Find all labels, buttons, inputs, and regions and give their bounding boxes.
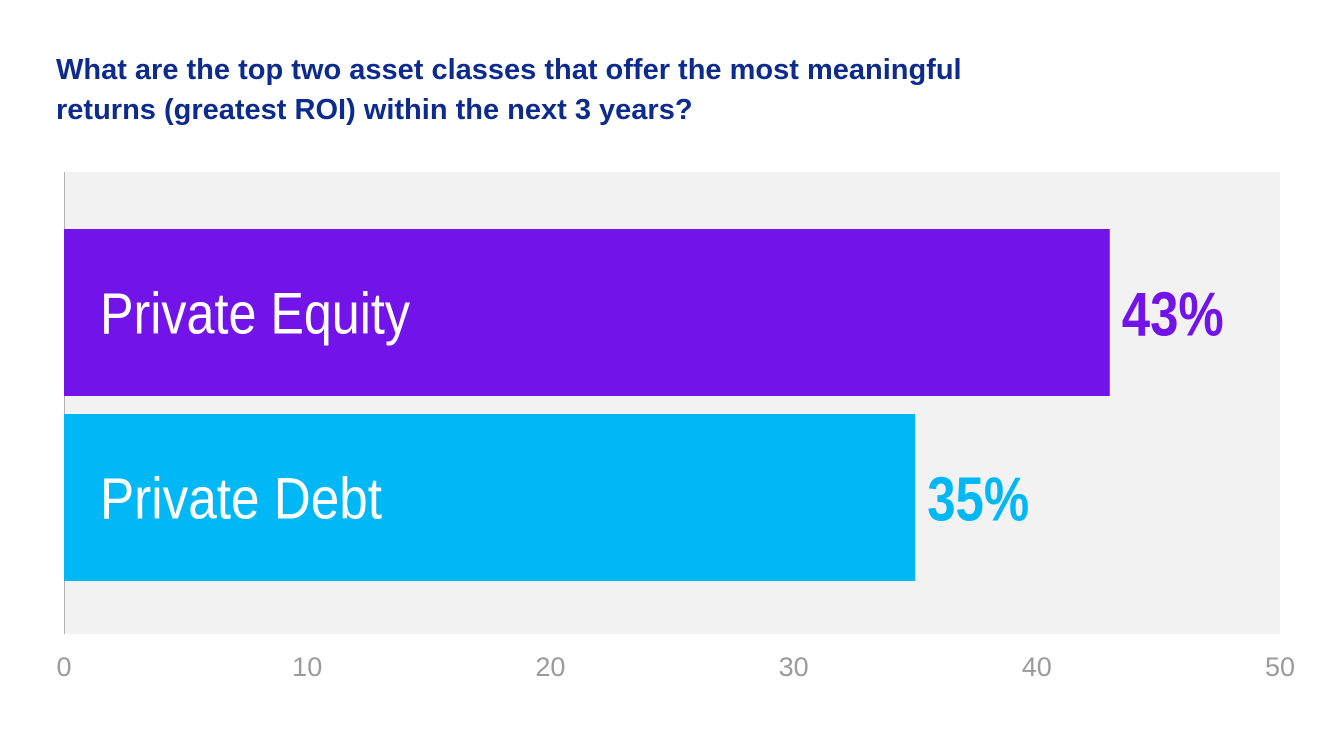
bars-group: Private Equity 43% Private Debt 35% [64, 229, 1224, 581]
x-tick-label-30: 30 [779, 652, 809, 682]
x-tick-label-40: 40 [1022, 652, 1052, 682]
x-tick-label-10: 10 [292, 652, 322, 682]
x-tick-label-50: 50 [1265, 652, 1295, 682]
bar-label-private-debt: Private Debt [100, 467, 382, 532]
bar-private-debt [64, 414, 916, 581]
chart-title-line-1: What are the top two asset classes that … [56, 54, 962, 86]
chart-title: What are the top two asset classes that … [56, 50, 1256, 130]
x-axis-ticks: 0 10 20 30 40 50 [56, 652, 1295, 682]
x-tick-label-20: 20 [535, 652, 565, 682]
bar-label-private-equity: Private Equity [100, 282, 410, 347]
x-tick-label-0: 0 [56, 652, 71, 682]
bar-private-equity [64, 229, 1110, 396]
value-label-private-equity: 43% [1122, 281, 1224, 350]
chart-title-line-2: returns (greatest ROI) within the next 3… [56, 94, 693, 126]
value-label-private-debt: 35% [927, 466, 1029, 535]
